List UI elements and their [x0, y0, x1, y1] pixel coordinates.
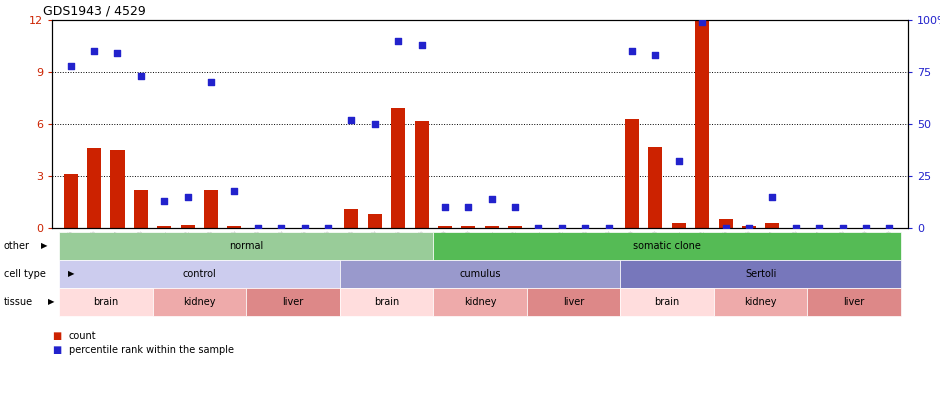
Bar	[204, 190, 218, 228]
Text: brain: brain	[93, 297, 118, 307]
Bar	[649, 147, 663, 228]
Text: brain: brain	[654, 297, 680, 307]
Text: Sertoli: Sertoli	[745, 269, 776, 279]
Text: percentile rank within the sample: percentile rank within the sample	[69, 345, 234, 355]
Text: ▶: ▶	[48, 298, 55, 307]
Point	[858, 225, 873, 231]
Text: ▶: ▶	[41, 241, 48, 251]
Point	[227, 188, 242, 194]
Bar	[672, 223, 686, 228]
Bar	[157, 226, 171, 228]
Point	[531, 225, 546, 231]
Text: cell type: cell type	[4, 269, 46, 279]
Point	[461, 204, 476, 211]
Point	[204, 79, 219, 85]
Text: count: count	[69, 331, 97, 341]
Text: liver: liver	[843, 297, 865, 307]
Text: kidney: kidney	[183, 297, 215, 307]
Point	[508, 204, 523, 211]
Text: brain: brain	[374, 297, 400, 307]
Bar	[696, 20, 709, 228]
Point	[63, 62, 78, 69]
Point	[578, 225, 593, 231]
Point	[835, 225, 850, 231]
Bar	[485, 226, 499, 228]
Bar	[344, 209, 358, 228]
Bar	[415, 121, 429, 228]
Text: control: control	[182, 269, 216, 279]
Text: ▶: ▶	[68, 269, 74, 279]
Point	[274, 225, 289, 231]
Text: GDS1943 / 4529: GDS1943 / 4529	[42, 5, 146, 18]
Point	[414, 42, 429, 48]
Point	[250, 225, 265, 231]
Point	[742, 225, 757, 231]
Point	[718, 225, 733, 231]
Text: liver: liver	[282, 297, 304, 307]
Point	[368, 121, 383, 127]
Bar	[462, 226, 476, 228]
Bar	[227, 226, 242, 228]
Bar	[765, 223, 779, 228]
Bar	[64, 174, 78, 228]
Point	[811, 225, 826, 231]
Point	[624, 48, 639, 54]
Point	[484, 196, 499, 202]
Text: liver: liver	[563, 297, 584, 307]
Bar	[368, 214, 382, 228]
Text: normal: normal	[229, 241, 263, 251]
Bar	[133, 190, 148, 228]
Point	[180, 194, 196, 200]
Point	[86, 48, 102, 54]
Text: tissue: tissue	[4, 297, 33, 307]
Point	[391, 38, 406, 44]
Bar	[742, 226, 756, 228]
Text: cumulus: cumulus	[460, 269, 501, 279]
Bar	[391, 109, 405, 228]
Point	[648, 52, 663, 59]
Point	[695, 19, 710, 26]
Text: kidney: kidney	[744, 297, 776, 307]
Point	[321, 225, 336, 231]
Point	[789, 225, 804, 231]
Point	[671, 158, 686, 165]
Bar	[87, 148, 102, 228]
Point	[882, 225, 897, 231]
Point	[110, 50, 125, 57]
Bar	[508, 226, 522, 228]
Text: ■: ■	[52, 331, 61, 341]
Point	[601, 225, 616, 231]
Point	[437, 204, 452, 211]
Text: somatic clone: somatic clone	[634, 241, 701, 251]
Text: ■: ■	[52, 345, 61, 355]
Bar	[625, 119, 639, 228]
Bar	[111, 150, 124, 228]
Point	[765, 194, 780, 200]
Point	[157, 198, 172, 204]
Point	[555, 225, 570, 231]
Point	[344, 117, 359, 123]
Bar	[180, 224, 195, 228]
Bar	[438, 226, 452, 228]
Point	[133, 73, 149, 79]
Bar	[718, 220, 732, 228]
Text: kidney: kidney	[463, 297, 496, 307]
Point	[297, 225, 312, 231]
Text: other: other	[4, 241, 30, 251]
